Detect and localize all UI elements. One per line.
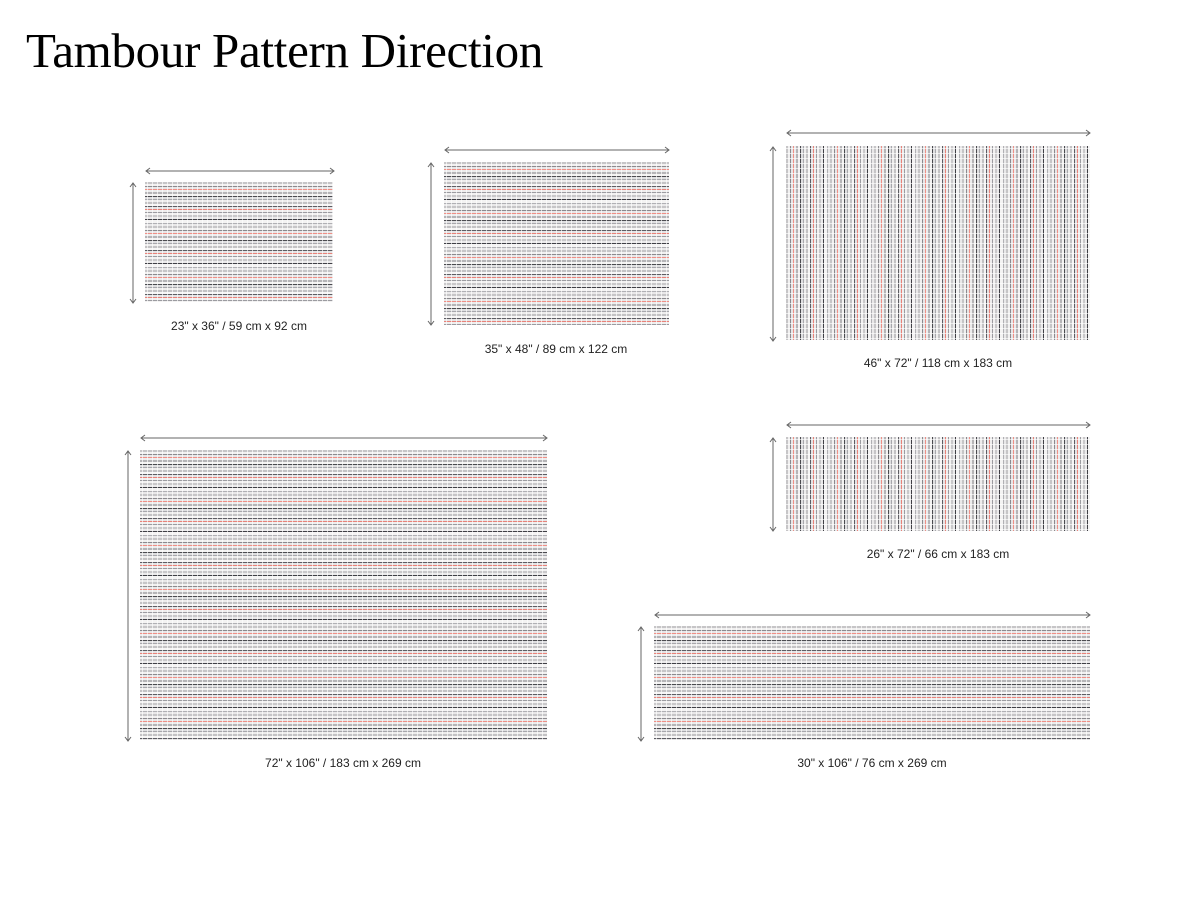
rug-swatch — [444, 162, 669, 325]
rug-size-label: 72" x 106" / 183 cm x 269 cm — [265, 756, 421, 770]
height-dimension-arrow — [427, 162, 435, 326]
rug-swatch — [145, 182, 333, 302]
rug-swatch — [654, 626, 1090, 740]
height-dimension-arrow — [129, 182, 137, 304]
rug-swatch — [786, 146, 1090, 340]
rug-size-label: 26" x 72" / 66 cm x 183 cm — [866, 547, 1010, 561]
height-dimension-arrow — [769, 146, 777, 342]
rug-size-label: 23" x 36" / 59 cm x 92 cm — [171, 319, 307, 333]
width-dimension-arrow — [140, 434, 548, 442]
height-dimension-arrow — [769, 437, 777, 532]
width-dimension-arrow — [444, 146, 670, 154]
width-dimension-arrow — [654, 611, 1091, 619]
height-dimension-arrow — [124, 450, 132, 742]
rug-size-label: 35" x 48" / 89 cm x 122 cm — [484, 342, 628, 356]
rug-swatch — [140, 450, 547, 740]
width-dimension-arrow — [145, 167, 335, 175]
page-title: Tambour Pattern Direction — [26, 23, 544, 78]
rug-size-label: 46" x 72" / 118 cm x 183 cm — [863, 356, 1013, 370]
width-dimension-arrow — [786, 421, 1091, 429]
rug-swatch — [786, 437, 1090, 531]
width-dimension-arrow — [786, 129, 1091, 137]
rug-size-label: 30" x 106" / 76 cm x 269 cm — [797, 756, 947, 770]
height-dimension-arrow — [637, 626, 645, 742]
